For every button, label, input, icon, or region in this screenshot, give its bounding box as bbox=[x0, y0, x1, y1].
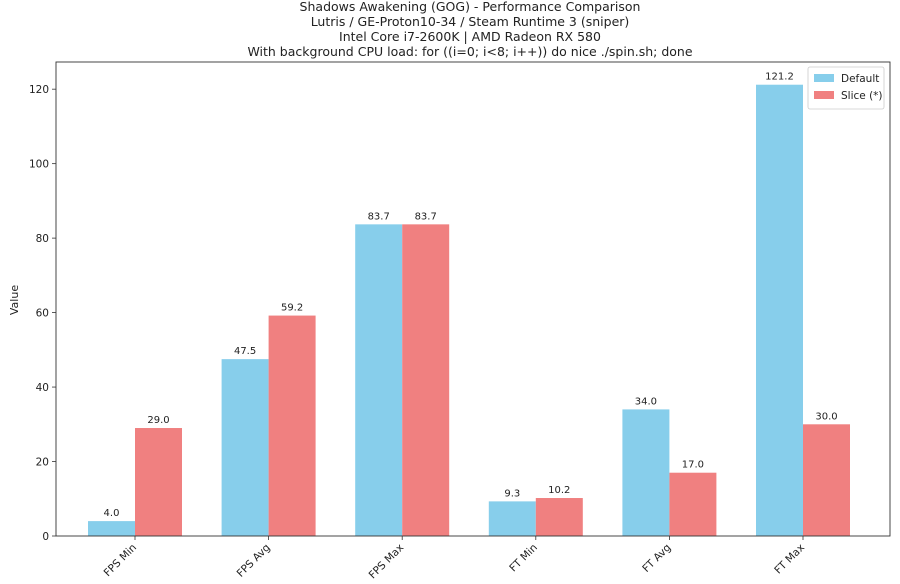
x-tick-label-ft-max: FT Max bbox=[772, 542, 807, 577]
data-label-slice-fps-avg: 59.2 bbox=[281, 303, 303, 314]
data-label-slice-fps-min: 29.0 bbox=[147, 415, 169, 426]
bar-default-fps-max bbox=[355, 224, 403, 537]
x-tick-label-fps-max: FPS Max bbox=[367, 542, 407, 582]
x-tick-label-ft-avg: FT Avg bbox=[640, 542, 673, 575]
y-axis-label: Value bbox=[8, 285, 21, 315]
bar-slice-ft-avg bbox=[669, 472, 717, 536]
y-tick-label-100: 100 bbox=[29, 159, 49, 171]
legend-label-slice: Slice (*) bbox=[841, 90, 883, 102]
data-label-default-ft-max: 121.2 bbox=[765, 72, 794, 83]
y-tick-label-60: 60 bbox=[36, 308, 49, 320]
chart-title: Shadows Awakening (GOG) - Performance Co… bbox=[247, 0, 692, 59]
bar-slice-ft-min bbox=[535, 498, 583, 536]
bar-slice-fps-max bbox=[402, 224, 450, 537]
bars-layer bbox=[88, 84, 850, 537]
data-labels-layer: 4.0 29.0 47.5 59.2 83.7 83.7 9.3 10.2 34.0 17.0 12… bbox=[104, 72, 838, 519]
y-tick-label-40: 40 bbox=[36, 382, 49, 394]
title-line-3: Intel Core i7-2600K | AMD Radeon RX 580 bbox=[339, 29, 601, 44]
bar-slice-fps-min bbox=[135, 428, 182, 536]
data-label-slice-ft-min: 10.2 bbox=[548, 485, 570, 496]
legend-swatch-slice bbox=[814, 91, 834, 99]
data-label-default-fps-avg: 47.5 bbox=[234, 346, 256, 357]
legend: Default Slice (*) bbox=[807, 66, 885, 110]
data-label-default-fps-min: 4.0 bbox=[104, 508, 120, 519]
title-line-1: Shadows Awakening (GOG) - Performance Co… bbox=[300, 0, 641, 14]
data-label-slice-ft-max: 30.0 bbox=[815, 411, 837, 422]
bar-slice-fps-avg bbox=[268, 315, 316, 536]
x-tick-label-fps-min: FPS Min bbox=[102, 542, 139, 579]
data-label-default-fps-max: 83.7 bbox=[368, 211, 390, 222]
plot-frame bbox=[55, 61, 891, 537]
data-label-slice-fps-max: 83.7 bbox=[415, 211, 437, 222]
y-tick-label-0: 0 bbox=[42, 531, 49, 543]
data-label-slice-ft-avg: 17.0 bbox=[682, 460, 704, 471]
legend-label-default: Default bbox=[841, 73, 879, 85]
data-label-default-ft-min: 9.3 bbox=[504, 488, 520, 499]
bar-default-ft-max bbox=[756, 84, 803, 537]
bar-slice-ft-max bbox=[803, 424, 850, 536]
bar-default-fps-min bbox=[88, 521, 135, 536]
y-tick-label-80: 80 bbox=[36, 233, 49, 245]
title-line-4: With background CPU load: for ((i=0; i<8… bbox=[247, 44, 692, 59]
y-tick-label-20: 20 bbox=[36, 457, 49, 469]
x-tick-label-ft-min: FT Min bbox=[507, 542, 540, 575]
x-tick-label-fps-avg: FPS Avg bbox=[235, 542, 273, 580]
bar-default-fps-avg bbox=[221, 359, 269, 536]
data-label-default-ft-avg: 34.0 bbox=[635, 396, 657, 407]
bar-default-ft-min bbox=[488, 501, 536, 536]
legend-swatch-default bbox=[814, 74, 834, 82]
bar-default-ft-avg bbox=[622, 409, 670, 536]
title-line-2: Lutris / GE-Proton10-34 / Steam Runtime … bbox=[311, 14, 630, 29]
y-tick-label-120: 120 bbox=[29, 84, 49, 96]
